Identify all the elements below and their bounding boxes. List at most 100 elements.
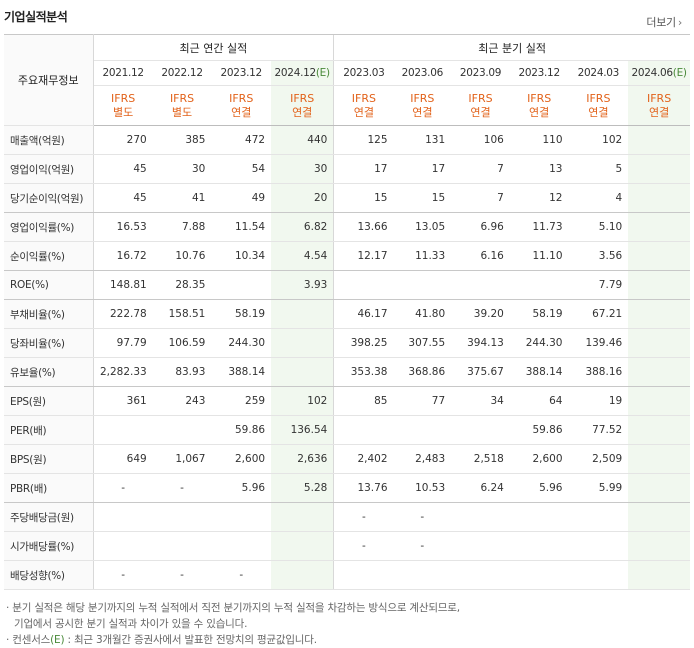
table-cell: - xyxy=(333,531,394,561)
table-cell: 106.59 xyxy=(152,328,212,358)
table-cell xyxy=(271,560,334,590)
table-cell xyxy=(271,328,334,358)
table-cell xyxy=(509,531,569,561)
table-cell: 2,483 xyxy=(393,444,452,474)
table-cell: 125 xyxy=(333,125,394,155)
table-cell: 49 xyxy=(211,183,272,213)
table-cell: 398.25 xyxy=(333,328,394,358)
table-cell xyxy=(211,531,272,561)
period-date-header: 2022.12 xyxy=(152,60,212,86)
table-cell: 13.66 xyxy=(333,212,394,242)
table-row: 부채비율(%) 222.78 158.51 58.19 46.17 41.80 39.20 5… xyxy=(4,299,690,329)
table-cell: 15 xyxy=(393,183,452,213)
table-cell xyxy=(93,502,153,532)
row-label: 배당성향(%) xyxy=(4,560,94,590)
row-label: 영업이익(억원) xyxy=(4,154,94,184)
table-cell xyxy=(568,560,629,590)
period-date: 2023.12 xyxy=(220,67,263,79)
table-cell xyxy=(451,415,510,445)
period-date: 2023.09 xyxy=(459,67,502,79)
table-cell: 20 xyxy=(271,183,334,213)
row-label: 유보율(%) xyxy=(4,357,94,387)
table-cell: - xyxy=(393,531,452,561)
footnote-2: · 컨센서스(E) : 최근 3개월간 증권사에서 발표한 전망치의 평균값입니… xyxy=(6,634,317,646)
accounting-basis-header: IFRS 연결 xyxy=(568,85,629,126)
table-cell: 77 xyxy=(393,386,452,416)
table-row: 영업이익률(%) 16.53 7.88 11.54 6.82 13.66 13.05 6.96… xyxy=(4,212,690,242)
table-cell: 368.86 xyxy=(393,357,452,387)
ifrs-label: IFRS xyxy=(646,91,672,105)
table-cell: 270 xyxy=(93,125,153,155)
period-date-header: 2024.06(E) xyxy=(628,60,690,86)
ifrs-label: IFRS xyxy=(290,91,315,105)
ifrs-label: IFRS xyxy=(410,91,435,105)
more-label[interactable]: 더보기 xyxy=(646,16,676,29)
table-cell: 5.96 xyxy=(509,473,569,503)
more-link[interactable]: 더보기 › xyxy=(646,14,682,30)
row-label: ROE(%) xyxy=(4,270,94,300)
table-cell xyxy=(628,502,690,532)
table-cell: 12 xyxy=(509,183,569,213)
basis-label: 연결 xyxy=(231,105,252,119)
table-cell xyxy=(451,502,510,532)
table-cell: 16.72 xyxy=(93,241,153,271)
table-cell xyxy=(628,154,690,184)
accounting-basis-header: IFRS 별도 xyxy=(93,85,153,126)
period-date: 2022.12 xyxy=(161,67,203,79)
table-cell: 2,402 xyxy=(333,444,394,474)
table-row: EPS(원) 361 243 259 102 85 77 34 64 19 xyxy=(4,386,690,416)
period-date: 2023.12 xyxy=(518,67,561,79)
table-cell: 7 xyxy=(451,154,510,184)
table-cell xyxy=(628,212,690,242)
basis-label: 연결 xyxy=(292,105,313,119)
period-date-header: 2021.12 xyxy=(93,60,153,86)
period-date: 2024.12 xyxy=(274,67,317,79)
period-date: 2021.12 xyxy=(102,67,144,79)
table-cell: 15 xyxy=(333,183,394,213)
table-cell: 59.86 xyxy=(509,415,569,445)
row-label: EPS(원) xyxy=(4,386,94,416)
row-label: 매출액(억원) xyxy=(4,125,94,155)
table-cell xyxy=(152,415,212,445)
ifrs-label: IFRS xyxy=(586,91,611,105)
table-cell: 13.05 xyxy=(393,212,452,242)
table-cell: 11.73 xyxy=(509,212,569,242)
table-cell: 2,636 xyxy=(271,444,334,474)
table-cell: 30 xyxy=(271,154,334,184)
table-cell xyxy=(211,502,272,532)
table-cell: 472 xyxy=(211,125,272,155)
table-cell: - xyxy=(93,560,153,590)
table-cell xyxy=(628,415,690,445)
table-cell: 11.10 xyxy=(509,241,569,271)
basis-label: 연결 xyxy=(648,105,670,119)
table-row: 배당성향(%) - - - xyxy=(4,560,690,590)
table-cell: 394.13 xyxy=(451,328,510,358)
table-cell: 34 xyxy=(451,386,510,416)
table-cell xyxy=(393,560,452,590)
table-cell: 97.79 xyxy=(93,328,153,358)
table-cell: 11.33 xyxy=(393,241,452,271)
ifrs-label: IFRS xyxy=(468,91,493,105)
ifrs-label: IFRS xyxy=(111,91,136,105)
table-cell xyxy=(93,531,153,561)
period-date-header: 2023.03 xyxy=(333,60,394,86)
table-cell xyxy=(152,531,212,561)
table-cell: 41 xyxy=(152,183,212,213)
table-row: 순이익률(%) 16.72 10.76 10.34 4.54 12.17 11.33 6.16… xyxy=(4,241,690,271)
period-date: 2024.06 xyxy=(631,67,673,79)
table-cell xyxy=(628,270,690,300)
table-cell: 649 xyxy=(93,444,153,474)
table-cell xyxy=(152,502,212,532)
row-label: 부채비율(%) xyxy=(4,299,94,329)
period-date-header: 2023.12 xyxy=(211,60,272,86)
table-cell: 5.10 xyxy=(568,212,629,242)
table-cell: 6.16 xyxy=(451,241,510,271)
ifrs-label: IFRS xyxy=(229,91,254,105)
table-cell xyxy=(628,299,690,329)
table-cell: 10.53 xyxy=(393,473,452,503)
chevron-right-icon: › xyxy=(677,16,682,29)
table-cell: 259 xyxy=(211,386,272,416)
table-cell: 39.20 xyxy=(451,299,510,329)
basis-label: 별도 xyxy=(112,105,134,119)
period-date-header: 2024.03 xyxy=(568,60,629,86)
